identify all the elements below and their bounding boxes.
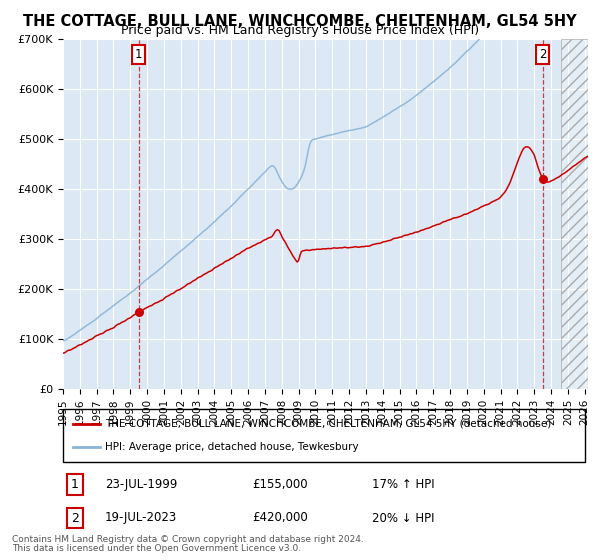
Text: £155,000: £155,000 [252,478,308,491]
Text: 1: 1 [71,478,79,491]
Text: 19-JUL-2023: 19-JUL-2023 [105,511,177,525]
Text: 23-JUL-1999: 23-JUL-1999 [105,478,178,491]
Text: HPI: Average price, detached house, Tewkesbury: HPI: Average price, detached house, Tewk… [105,442,358,452]
Text: £420,000: £420,000 [252,511,308,525]
Text: 17% ↑ HPI: 17% ↑ HPI [372,478,434,491]
Text: This data is licensed under the Open Government Licence v3.0.: This data is licensed under the Open Gov… [12,544,301,553]
Text: 2: 2 [71,511,79,525]
Text: THE COTTAGE, BULL LANE, WINCHCOMBE, CHELTENHAM, GL54 5HY (detached house): THE COTTAGE, BULL LANE, WINCHCOMBE, CHEL… [105,419,551,429]
Text: 20% ↓ HPI: 20% ↓ HPI [372,511,434,525]
Text: 1: 1 [135,48,142,61]
Text: Contains HM Land Registry data © Crown copyright and database right 2024.: Contains HM Land Registry data © Crown c… [12,535,364,544]
Text: 2: 2 [539,48,547,61]
Text: THE COTTAGE, BULL LANE, WINCHCOMBE, CHELTENHAM, GL54 5HY: THE COTTAGE, BULL LANE, WINCHCOMBE, CHEL… [23,14,577,29]
Text: Price paid vs. HM Land Registry's House Price Index (HPI): Price paid vs. HM Land Registry's House … [121,24,479,37]
